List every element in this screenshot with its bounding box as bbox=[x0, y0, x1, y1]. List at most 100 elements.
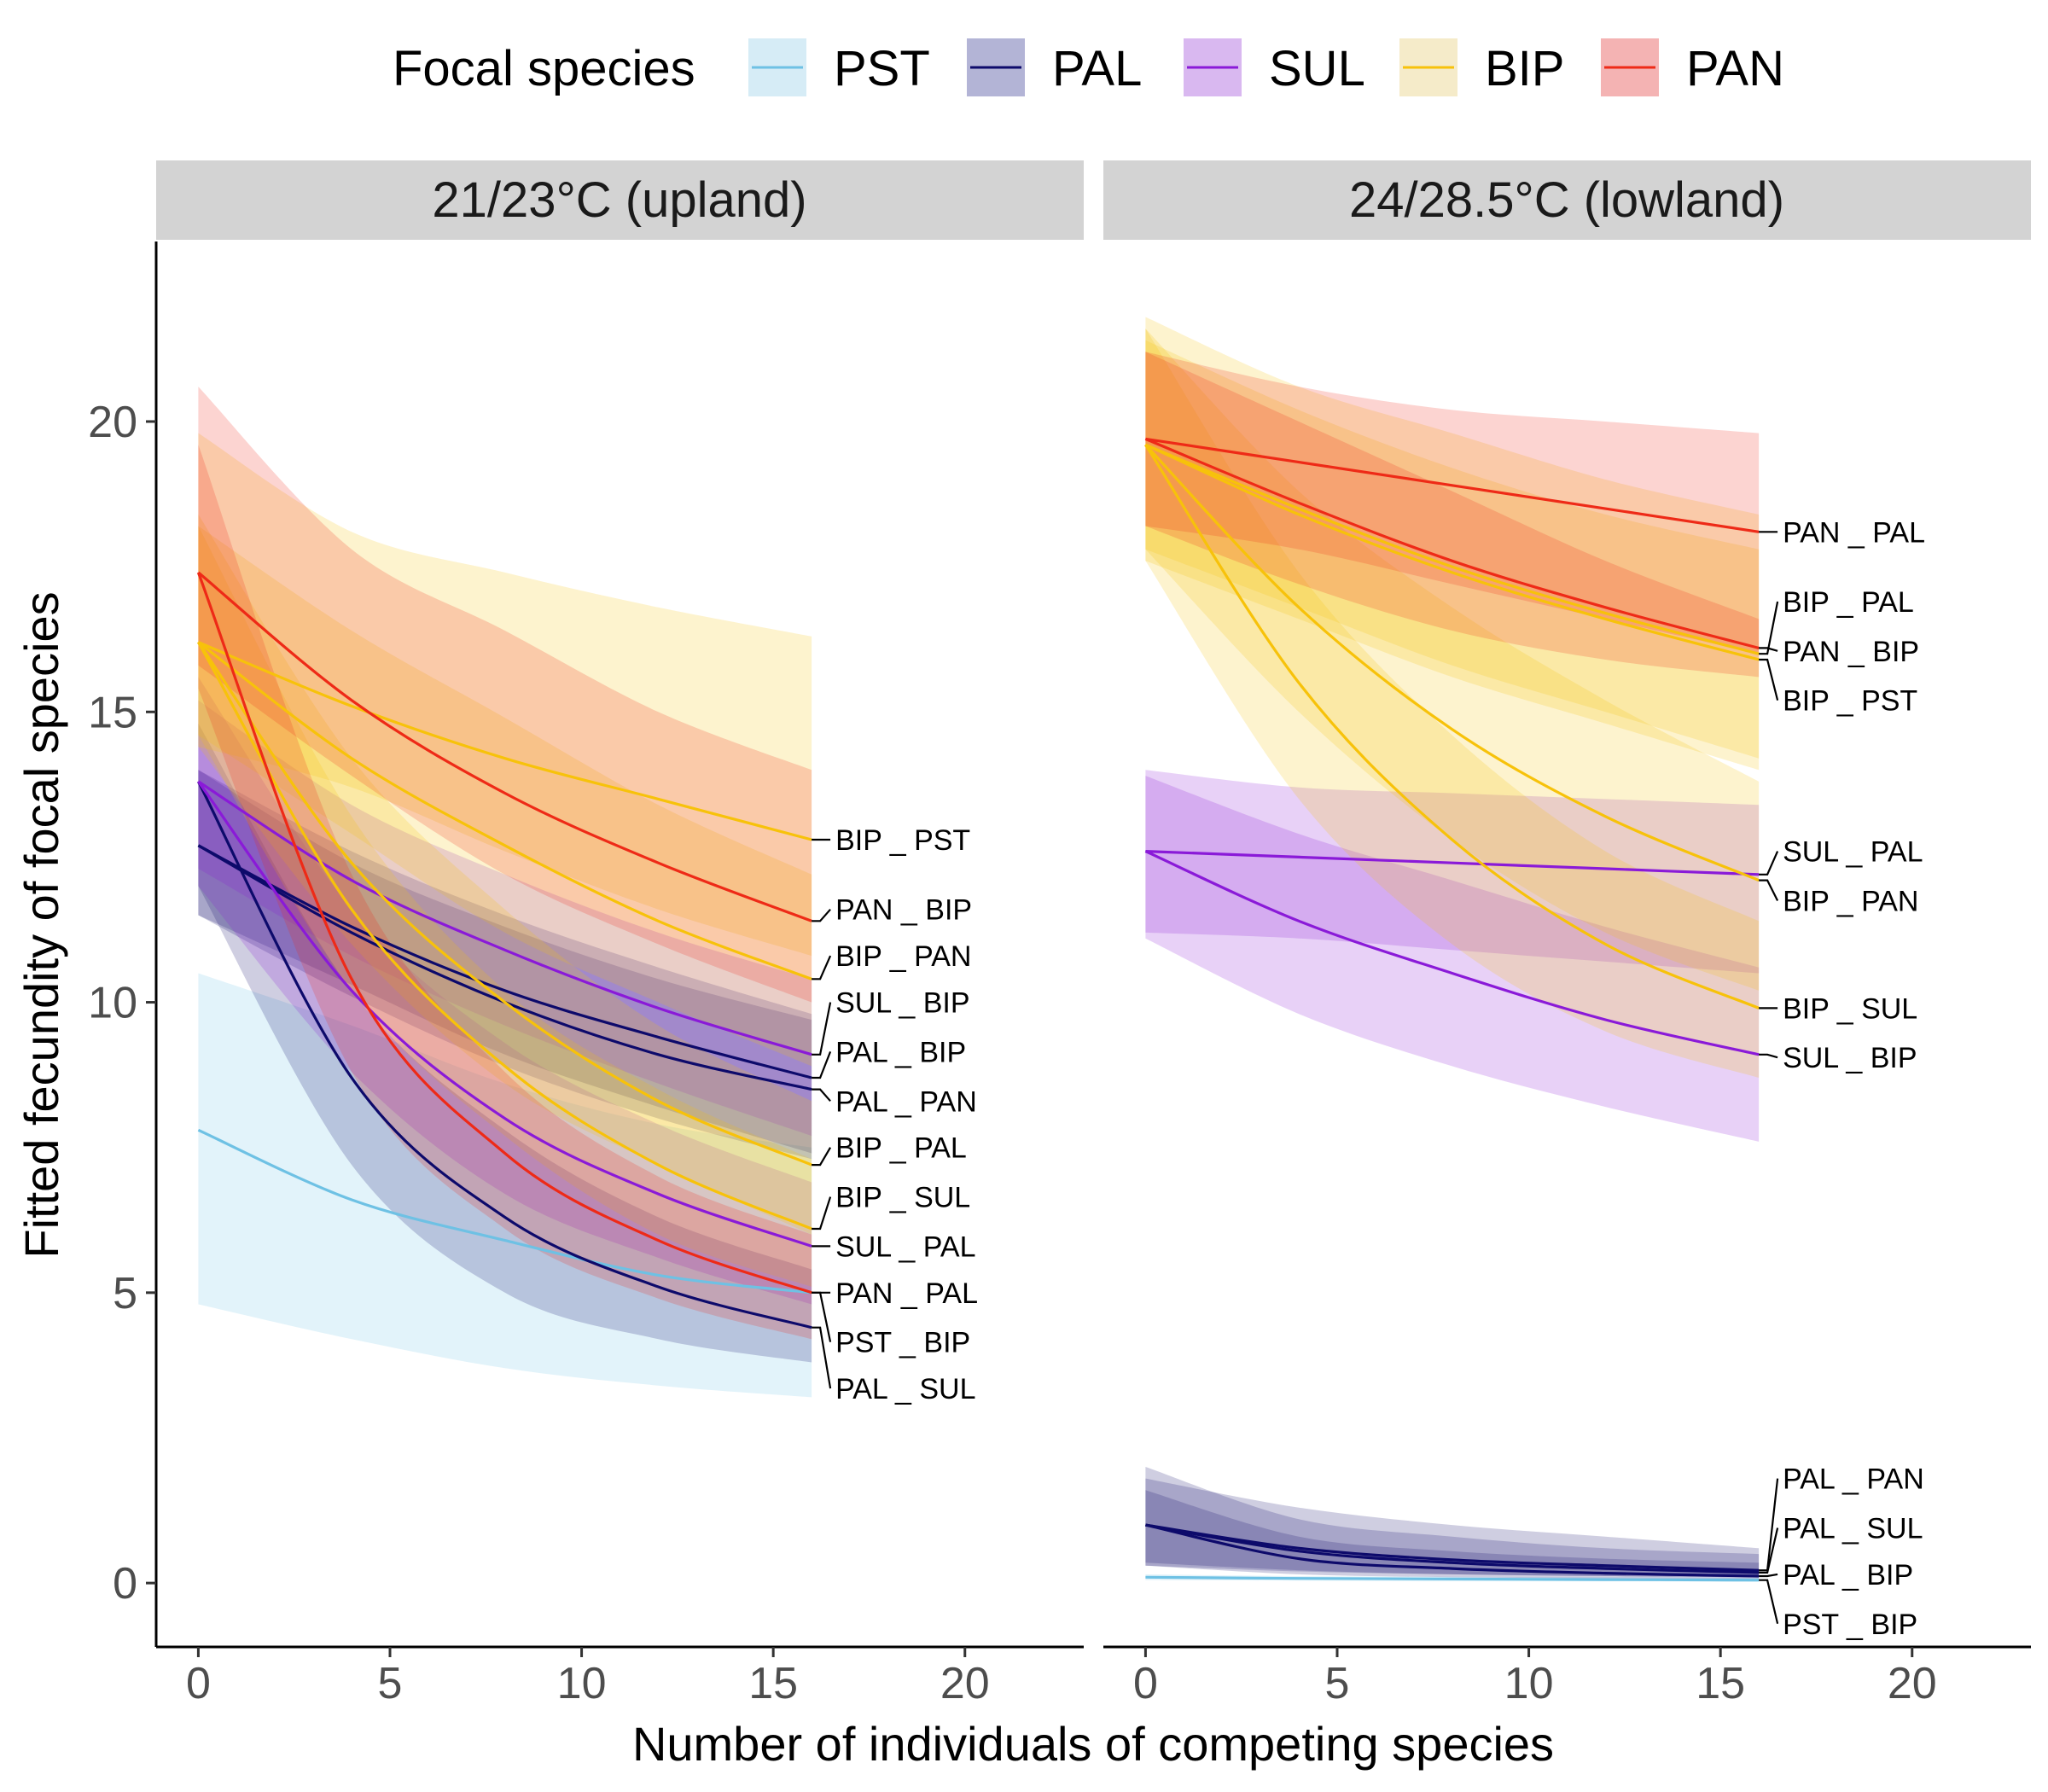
panel-strip-label-upland: 21/23°C (upland) bbox=[432, 172, 806, 228]
leader-line-pan-bip-lowland bbox=[1759, 647, 1778, 652]
line-label-sul-bip-lowland: SUL _ BIP bbox=[1783, 1042, 1917, 1074]
line-label-pal-sul-lowland: PAL _ SUL bbox=[1783, 1512, 1923, 1545]
series-line-bip-sul-upland bbox=[197, 641, 812, 1231]
axes: 0 5 10 15 20 0 5 10 15 20 0 5 10 15 20 bbox=[88, 241, 2031, 1708]
y-tick-label-15: 15 bbox=[88, 688, 137, 737]
ci-band-pal-bip-upland bbox=[198, 770, 812, 1154]
ci-band-pal-bip-lowland bbox=[1145, 1490, 1760, 1580]
series-line-sul-bip-lowland bbox=[1144, 850, 1760, 1056]
line-label-bip-pal-upland: BIP _ PAL bbox=[835, 1132, 967, 1165]
series-line-sul-pal-lowland bbox=[1145, 850, 1760, 876]
series-line-bip-pan-lowland bbox=[1144, 444, 1760, 882]
ci-band-pal-pan-lowland bbox=[1145, 1467, 1760, 1578]
leader-line-pal-pan-lowland bbox=[1759, 1478, 1779, 1572]
series-line-pst-bip-lowland bbox=[1145, 1575, 1760, 1582]
leader-line-pal-sul-upland bbox=[812, 1326, 832, 1389]
legend-label-pan: PAN bbox=[1686, 41, 1784, 96]
line-label-bip-pan-lowland: BIP _ PAN bbox=[1783, 885, 1918, 917]
ci-band-sul-bip-upland bbox=[198, 700, 812, 1137]
series-line-pal-bip-lowland bbox=[1145, 1523, 1760, 1578]
line-label-pal-pan-upland: PAL _ PAN bbox=[835, 1085, 977, 1118]
panel-strip-lowland bbox=[1103, 160, 2031, 240]
legend-title: Focal species bbox=[393, 41, 695, 96]
legend: Focal species PST PAL SUL BIP PAN bbox=[393, 38, 1784, 96]
x-axis-title: Number of individuals of competing speci… bbox=[632, 1717, 1554, 1771]
line-label-sul-bip-upland: SUL _ BIP bbox=[835, 987, 969, 1020]
line-label-bip-pst-lowland: BIP _ PST bbox=[1783, 685, 1917, 718]
leader-line-sul-bip-upland bbox=[812, 1002, 832, 1056]
line-label-pal-sul-upland: PAL _ SUL bbox=[835, 1373, 975, 1405]
leader-line-pal-bip-upland bbox=[812, 1050, 832, 1079]
line-label-bip-pst-upland: BIP _ PST bbox=[835, 824, 970, 857]
series-line-pan-bip-upland bbox=[197, 571, 812, 922]
leader-line-bip-pan-upland bbox=[812, 955, 832, 980]
line-label-pal-pan-lowland: PAL _ PAN bbox=[1783, 1463, 1924, 1496]
ci-band-bip-sul-lowland bbox=[1145, 329, 1760, 1079]
series-line-pan-bip-lowland bbox=[1144, 437, 1760, 649]
x-tick-label-5-upland: 5 bbox=[378, 1659, 403, 1708]
series-line-pan-pal-upland bbox=[196, 572, 812, 1295]
line-label-sul-pal-lowland: SUL _ PAL bbox=[1783, 836, 1923, 869]
leader-line-pal-sul-lowland bbox=[1759, 1527, 1779, 1574]
y-tick-label-0: 0 bbox=[113, 1559, 137, 1609]
leader-line-sul-bip-lowland bbox=[1759, 1053, 1778, 1059]
line-label-pan-pal-upland: PAN _ PAL bbox=[835, 1277, 978, 1310]
leader-line-bip-pal-lowland bbox=[1759, 601, 1779, 655]
line-label-pan-pal-lowland: PAN _ PAL bbox=[1783, 516, 1925, 549]
leader-line-pst-bip-upland bbox=[812, 1291, 832, 1342]
series-line-pal-sul-lowland bbox=[1145, 1523, 1760, 1574]
panel-lowland: 24/28.5°C (lowland) PAN _ PAL BIP _ PAL PA… bbox=[1103, 160, 2031, 1641]
panel-strip-upland bbox=[156, 160, 1084, 240]
ci-band-pan-bip-lowland bbox=[1145, 352, 1760, 678]
x-tick-label-0-upland: 0 bbox=[186, 1659, 211, 1708]
leader-line-pst-bip-lowland bbox=[1759, 1579, 1779, 1625]
series-line-pal-pan-lowland bbox=[1145, 1523, 1760, 1572]
ci-band-pal-sul-upland bbox=[198, 723, 812, 1363]
series-line-pst-bip-upland bbox=[197, 1128, 812, 1295]
series-line-pal-bip-upland bbox=[197, 844, 812, 1079]
ci-band-pan-pal-upland bbox=[198, 445, 812, 1340]
leader-line-bip-pal-upland bbox=[812, 1147, 832, 1167]
line-label-pan-bip-upland: PAN _ BIP bbox=[835, 894, 972, 927]
leader-line-bip-pan-lowland bbox=[1759, 879, 1779, 901]
ci-band-sul-bip-lowland bbox=[1145, 776, 1760, 1142]
ci-band-bip-pst-lowland bbox=[1145, 340, 1760, 759]
series-line-bip-pal-upland bbox=[197, 641, 812, 1167]
x-tick-label-10-lowland: 10 bbox=[1504, 1659, 1554, 1708]
y-axis-title: Fitted fecundity of focal species bbox=[15, 591, 68, 1258]
ci-band-pan-pal-lowland bbox=[1145, 352, 1760, 655]
y-tick-label-20: 20 bbox=[88, 398, 137, 447]
x-tick-label-5-lowland: 5 bbox=[1325, 1659, 1350, 1708]
ci-band-pal-sul-lowland bbox=[1145, 1478, 1760, 1578]
line-label-pst-bip-upland: PST _ BIP bbox=[835, 1327, 970, 1359]
x-tick-label-20-lowland: 20 bbox=[1888, 1659, 1937, 1708]
y-tick-label-5: 5 bbox=[113, 1269, 137, 1318]
panel-strip-label-lowland: 24/28.5°C (lowland) bbox=[1349, 172, 1784, 228]
line-label-bip-pal-lowland: BIP _ PAL bbox=[1783, 586, 1914, 619]
y-tick-label-10: 10 bbox=[88, 979, 137, 1028]
ci-band-pal-pan-upland bbox=[198, 770, 812, 1160]
line-label-bip-sul-upland: BIP _ SUL bbox=[835, 1182, 970, 1214]
series-line-bip-pan-upland bbox=[197, 641, 812, 980]
series-line-bip-sul-lowland bbox=[1144, 444, 1760, 1009]
x-tick-label-10-upland: 10 bbox=[557, 1659, 607, 1708]
line-label-bip-pan-upland: BIP _ PAN bbox=[835, 940, 971, 973]
leader-line-bip-pst-lowland bbox=[1759, 658, 1779, 701]
leader-line-pal-pan-upland bbox=[812, 1088, 831, 1103]
legend-label-sul: SUL bbox=[1269, 41, 1365, 96]
series-line-bip-pal-lowland bbox=[1144, 443, 1760, 655]
series-line-pal-sul-upland bbox=[196, 781, 812, 1329]
line-label-bip-sul-lowland: BIP _ SUL bbox=[1783, 992, 1917, 1025]
series-line-pan-pal-lowland bbox=[1145, 437, 1760, 533]
line-label-sul-pal-upland: SUL _ PAL bbox=[835, 1231, 975, 1263]
x-tick-label-20-upland: 20 bbox=[940, 1659, 990, 1708]
x-tick-label-15-upland: 15 bbox=[748, 1659, 798, 1708]
line-label-pan-bip-lowland: PAN _ BIP bbox=[1783, 636, 1919, 668]
panel-upland: 21/23°C (upland) BIP _ PST PAN _ BIP BIP _… bbox=[156, 160, 1084, 1405]
ci-band-sul-pal-upland bbox=[198, 677, 812, 1305]
x-tick-label-0-lowland: 0 bbox=[1133, 1659, 1158, 1708]
ci-band-bip-pan-upland bbox=[198, 526, 812, 1067]
x-tick-label-15-lowland: 15 bbox=[1696, 1659, 1745, 1708]
leader-line-sul-pal-lowland bbox=[1759, 851, 1779, 876]
